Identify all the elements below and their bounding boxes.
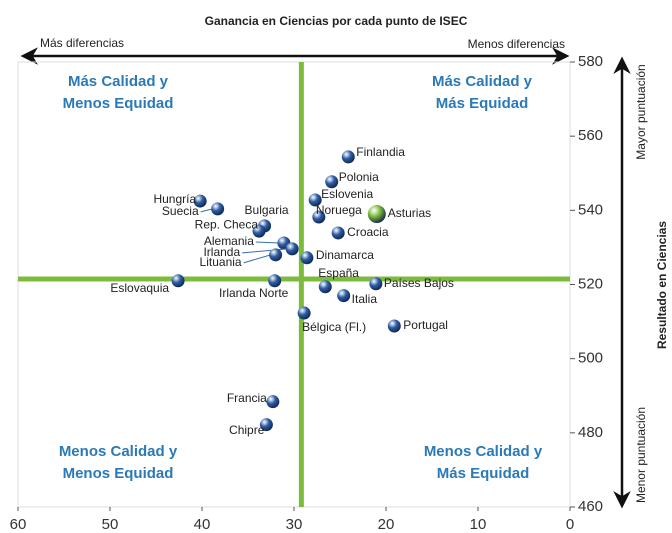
point — [341, 150, 355, 164]
point — [312, 210, 326, 224]
point-label: Portugal — [403, 318, 448, 332]
point-label: Polonia — [339, 170, 379, 184]
leader-line — [243, 254, 271, 264]
point-label: España — [318, 266, 359, 280]
y-tick-label: 540 — [578, 201, 603, 218]
point-label: Finlandia — [356, 145, 405, 159]
quadrant-label: Más Calidad y — [68, 73, 169, 90]
point-label: Países Bajos — [384, 276, 454, 290]
point — [387, 319, 401, 333]
point — [318, 280, 332, 294]
point-label: Eslovaquia — [110, 281, 169, 295]
point — [269, 248, 283, 262]
point — [325, 175, 339, 189]
x-tick-label: 40 — [194, 516, 211, 533]
point-label: Lituania — [200, 255, 242, 269]
point — [193, 194, 207, 208]
arrow-label: Mayor puntuación — [634, 64, 648, 159]
point-label: Francia — [227, 391, 267, 405]
quadrant-label: Más Equidad — [436, 95, 529, 112]
arrow-label: Menor puntuación — [634, 407, 648, 503]
quadrant-label: Menos Calidad y — [59, 443, 178, 460]
plot-frame — [17, 61, 571, 508]
point-label: Hungría — [153, 192, 196, 206]
quadrant-label: Más Equidad — [437, 465, 530, 482]
leader-line — [255, 241, 279, 244]
quadrant-label: Menos Calidad y — [424, 443, 543, 460]
point-label: Croacia — [347, 225, 389, 239]
quadrant-label: Más Calidad y — [432, 73, 533, 90]
point-label: Eslovenia — [321, 187, 373, 201]
point-label: Alemania — [204, 234, 254, 248]
point — [369, 277, 383, 291]
point-label: Irlanda — [203, 245, 240, 259]
point — [297, 306, 311, 320]
point-label: Chipre — [229, 423, 265, 437]
point-label: Rep. Checa — [195, 217, 259, 231]
point — [266, 395, 280, 409]
point — [337, 289, 351, 303]
point-label: Bélgica (Fl.) — [302, 320, 366, 334]
point — [171, 274, 185, 288]
leader-line — [242, 248, 288, 254]
point-label: Suecia — [162, 204, 199, 218]
point — [252, 224, 266, 238]
point-label: Italia — [352, 292, 378, 306]
x-tick-label: 60 — [10, 516, 27, 533]
point — [331, 226, 345, 240]
leader-line — [200, 208, 213, 213]
point — [259, 418, 273, 432]
y-tick-label: 520 — [578, 275, 603, 292]
x-tick-label: 50 — [102, 516, 119, 533]
quadrant-label: Menos Equidad — [63, 465, 174, 482]
y-tick-label: 580 — [578, 53, 603, 70]
point-label: Irlanda Norte — [219, 286, 289, 300]
point-label: Asturias — [388, 206, 431, 220]
x-tick-label: 30 — [286, 516, 303, 533]
y-axis-label: Resultado en Ciencias — [655, 221, 669, 349]
point-label: Bulgaria — [245, 203, 289, 217]
point — [367, 205, 386, 224]
x-tick-label: 0 — [566, 516, 574, 533]
point — [285, 242, 299, 256]
chart-title: Ganancia en Ciencias por cada punto de I… — [205, 14, 468, 28]
point — [211, 202, 225, 216]
point — [308, 193, 322, 207]
x-tick-label: 20 — [378, 516, 395, 533]
arrow-label: Más diferencias — [40, 36, 124, 50]
arrow-label: Menos diferencias — [468, 37, 565, 51]
x-tick-label: 10 — [470, 516, 487, 533]
point-label: Dinamarca — [316, 248, 374, 262]
y-tick-label: 500 — [578, 350, 603, 367]
point — [268, 274, 282, 288]
y-tick-label: 480 — [578, 424, 603, 441]
y-tick-label: 560 — [578, 127, 603, 144]
point — [300, 251, 314, 265]
quadrant-label: Menos Equidad — [63, 95, 174, 112]
point-label: Noruega — [316, 203, 362, 217]
y-tick-label: 460 — [578, 498, 603, 515]
